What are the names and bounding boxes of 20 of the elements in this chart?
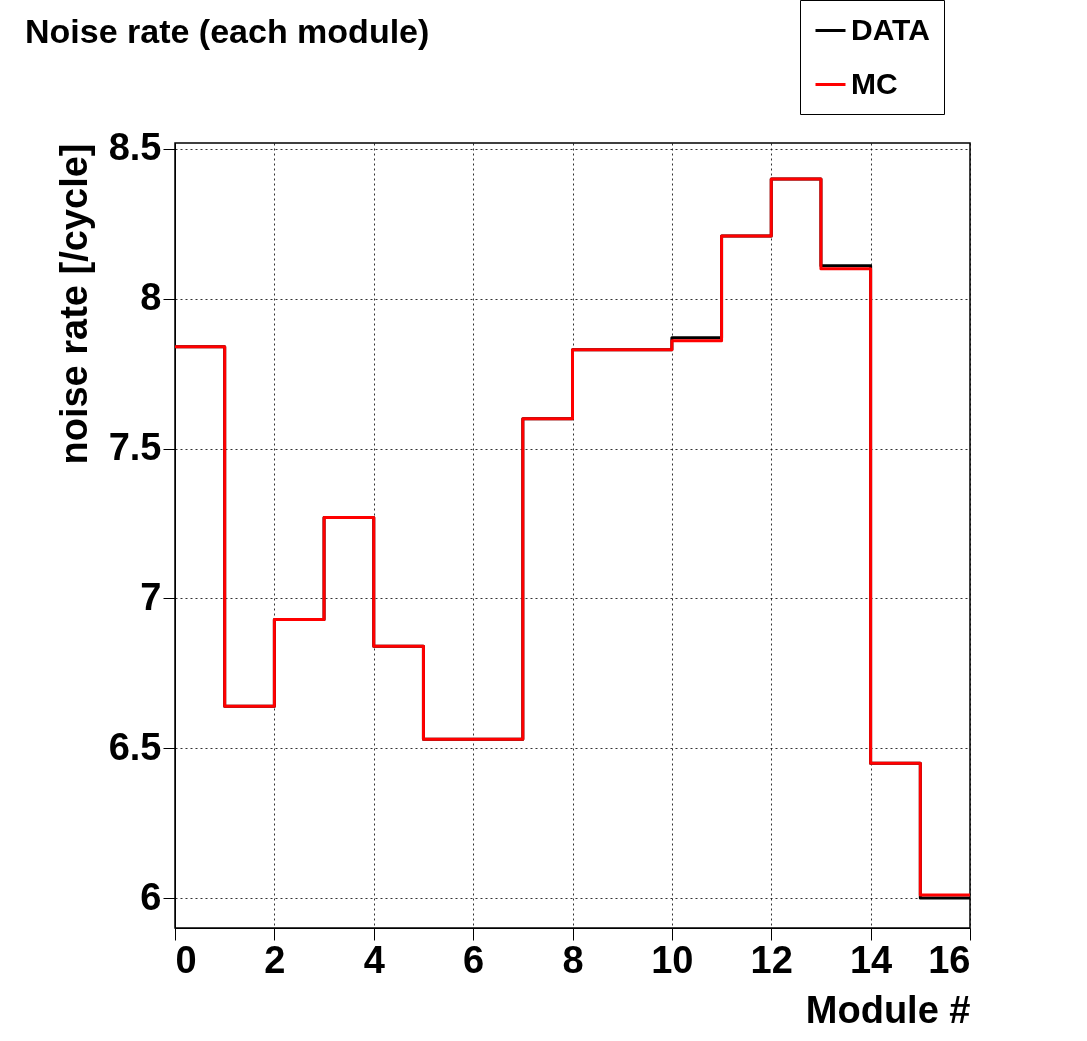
y-tick-label: 8 bbox=[140, 276, 162, 319]
x-tick-label: 6 bbox=[463, 938, 485, 981]
x-tick-label: 12 bbox=[750, 938, 793, 981]
x-tick-label: 4 bbox=[363, 938, 385, 981]
y-tick-label: 8.5 bbox=[108, 126, 162, 169]
x-axis-title: Module # bbox=[805, 988, 971, 1031]
y-tick-label: 6.5 bbox=[108, 725, 162, 768]
x-tick-label: 8 bbox=[562, 938, 584, 981]
chart-title: Noise rate (each module) bbox=[25, 12, 430, 51]
y-tick-label: 7.5 bbox=[108, 426, 162, 469]
y-axis-title: noise rate [/cycle] bbox=[52, 143, 95, 465]
x-tick-label: 14 bbox=[849, 938, 893, 981]
x-tick-label: 0 bbox=[175, 938, 197, 981]
y-tick-label: 7 bbox=[140, 575, 162, 618]
legend-label: MC bbox=[851, 66, 898, 100]
x-tick-label: 10 bbox=[651, 938, 694, 981]
legend-label: DATA bbox=[851, 12, 930, 46]
x-tick-label: 16 bbox=[928, 938, 971, 981]
x-tick-label: 2 bbox=[264, 938, 286, 981]
y-tick-label: 6 bbox=[140, 875, 162, 918]
